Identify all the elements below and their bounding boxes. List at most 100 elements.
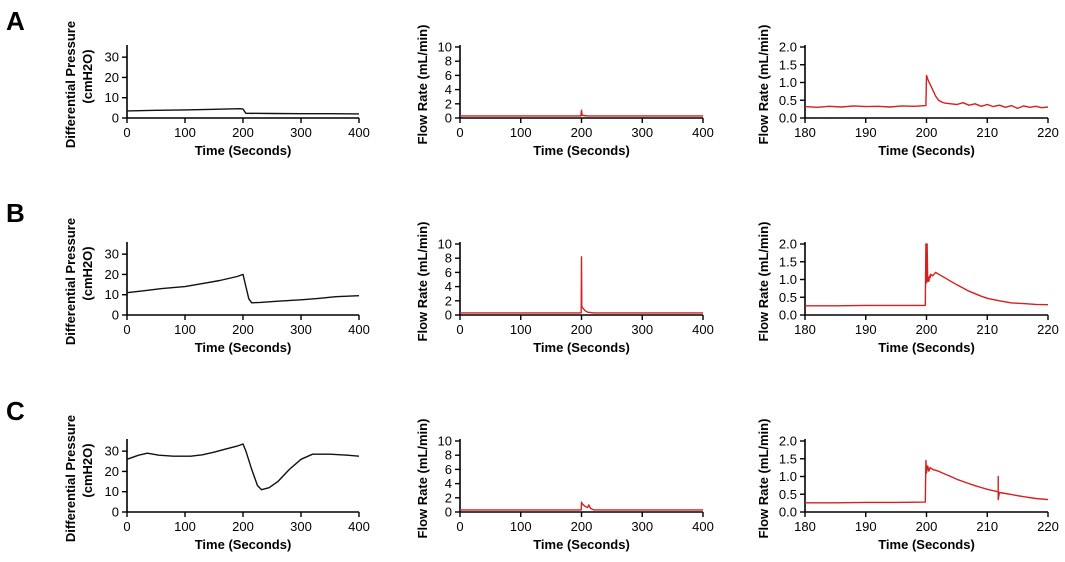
x-tick-label: 0 (456, 322, 463, 337)
y-axis-title: Flow Rate (mL/min) (415, 419, 430, 539)
x-tick-label: 190 (855, 322, 877, 337)
x-tick-label: 400 (348, 519, 370, 534)
x-tick-label: 300 (290, 322, 312, 337)
x-tick-label: 210 (976, 125, 998, 140)
panel-label-A: A (6, 6, 25, 36)
y-tick-label: 4 (445, 476, 452, 491)
y-tick-label: 4 (445, 279, 452, 294)
y-tick-label: 1.0 (779, 75, 797, 90)
x-tick-label: 400 (348, 125, 370, 140)
x-tick-label: 180 (794, 125, 816, 140)
x-tick-label: 400 (692, 322, 714, 337)
x-tick-label: 400 (692, 519, 714, 534)
x-tick-label: 190 (855, 519, 877, 534)
y-tick-label: 0.5 (779, 487, 797, 502)
y-tick-label: 6 (445, 68, 452, 83)
y-tick-label: 1.5 (779, 451, 797, 466)
y-axis-title-units: (cmH2O) (80, 246, 95, 300)
x-tick-label: 300 (631, 125, 653, 140)
x-tick-label: 300 (631, 322, 653, 337)
y-axis-title: Flow Rate (mL/min) (415, 222, 430, 342)
y-tick-label: 4 (445, 82, 452, 97)
x-tick-label: 100 (510, 322, 532, 337)
x-tick-label: 100 (174, 125, 196, 140)
y-tick-label: 2.0 (779, 434, 797, 449)
x-tick-label: 100 (510, 519, 532, 534)
series-line-A-pressure (126, 107, 360, 115)
y-axis-title-units: (cmH2O) (80, 49, 95, 103)
y-tick-label: 20 (105, 464, 119, 479)
x-axis-title: Time (Seconds) (195, 340, 292, 355)
y-tick-label: 30 (105, 50, 119, 65)
x-tick-label: 220 (1037, 322, 1059, 337)
x-tick-label: 200 (571, 125, 593, 140)
y-tick-label: 2 (445, 293, 452, 308)
x-axis-title: Time (Seconds) (878, 143, 975, 158)
chart-C-pressure: 0 100 200 300 400 0 10 20 30 Time (Seconds) Differ… (63, 415, 370, 552)
x-tick-label: 180 (794, 322, 816, 337)
series-line-C-pressure (126, 443, 360, 491)
y-axis-title: Flow Rate (mL/min) (756, 25, 771, 145)
series-line-B-flow-zoom (805, 243, 1049, 307)
y-tick-label: 30 (105, 247, 119, 262)
x-tick-label: 100 (510, 125, 532, 140)
x-tick-label: 200 (232, 322, 254, 337)
y-tick-label: 2.0 (779, 40, 797, 55)
y-tick-label: 6 (445, 265, 452, 280)
y-tick-label: 0.0 (779, 308, 797, 323)
y-axis-title: Flow Rate (mL/min) (756, 222, 771, 342)
y-axis-title-units: (cmH2O) (80, 443, 95, 497)
chart-C-flow-zoom: 180 190 200 210 220 0.0 0.5 1.0 1.5 2.0 Time (Seco… (756, 419, 1059, 552)
chart-B-flow-zoom: 180 190 200 210 220 0.0 0.5 1.0 1.5 2.0 Time (Seco… (756, 222, 1059, 355)
x-tick-label: 180 (794, 519, 816, 534)
x-tick-label: 400 (692, 125, 714, 140)
y-axis-title: Flow Rate (mL/min) (415, 25, 430, 145)
y-tick-label: 0 (112, 505, 119, 520)
y-axis-title: Flow Rate (mL/min) (756, 419, 771, 539)
y-tick-label: 0 (445, 111, 452, 126)
x-axis-title: Time (Seconds) (195, 537, 292, 552)
y-tick-label: 10 (105, 287, 119, 302)
y-tick-label: 10 (105, 484, 119, 499)
y-tick-label: 2.0 (779, 237, 797, 252)
x-tick-label: 220 (1037, 125, 1059, 140)
y-tick-label: 8 (445, 448, 452, 463)
x-tick-label: 190 (855, 125, 877, 140)
x-tick-label: 210 (976, 519, 998, 534)
y-tick-label: 10 (438, 40, 452, 55)
y-tick-label: 6 (445, 462, 452, 477)
y-tick-label: 10 (438, 237, 452, 252)
panel-label-C: C (6, 396, 25, 426)
x-tick-label: 400 (348, 322, 370, 337)
x-tick-label: 200 (571, 519, 593, 534)
y-tick-label: 1.0 (779, 272, 797, 287)
y-tick-label: 0 (445, 505, 452, 520)
x-tick-label: 200 (232, 519, 254, 534)
y-tick-label: 20 (105, 70, 119, 85)
x-tick-label: 100 (174, 519, 196, 534)
y-tick-label: 8 (445, 54, 452, 69)
x-tick-label: 200 (916, 322, 938, 337)
y-tick-label: 30 (105, 444, 119, 459)
y-tick-label: 0.5 (779, 290, 797, 305)
y-tick-label: 20 (105, 267, 119, 282)
x-tick-label: 300 (290, 125, 312, 140)
x-axis-title: Time (Seconds) (878, 537, 975, 552)
x-tick-label: 220 (1037, 519, 1059, 534)
x-axis-title: Time (Seconds) (878, 340, 975, 355)
x-tick-label: 200 (232, 125, 254, 140)
y-tick-label: 0.0 (779, 111, 797, 126)
x-tick-label: 0 (456, 125, 463, 140)
x-tick-label: 0 (456, 519, 463, 534)
y-axis-title: Differential Pressure (63, 415, 78, 542)
series-line-B-flow (460, 256, 703, 314)
chart-A-flow-zoom: 180 190 200 210 220 0.0 0.5 1.0 1.5 2.0 Time (Seco… (756, 25, 1059, 158)
chart-B-pressure: 0 100 200 300 400 0 10 20 30 Time (Seconds) Differ… (63, 218, 370, 355)
y-tick-label: 2 (445, 490, 452, 505)
series-line-A-flow (460, 109, 703, 117)
x-tick-label: 0 (123, 322, 130, 337)
